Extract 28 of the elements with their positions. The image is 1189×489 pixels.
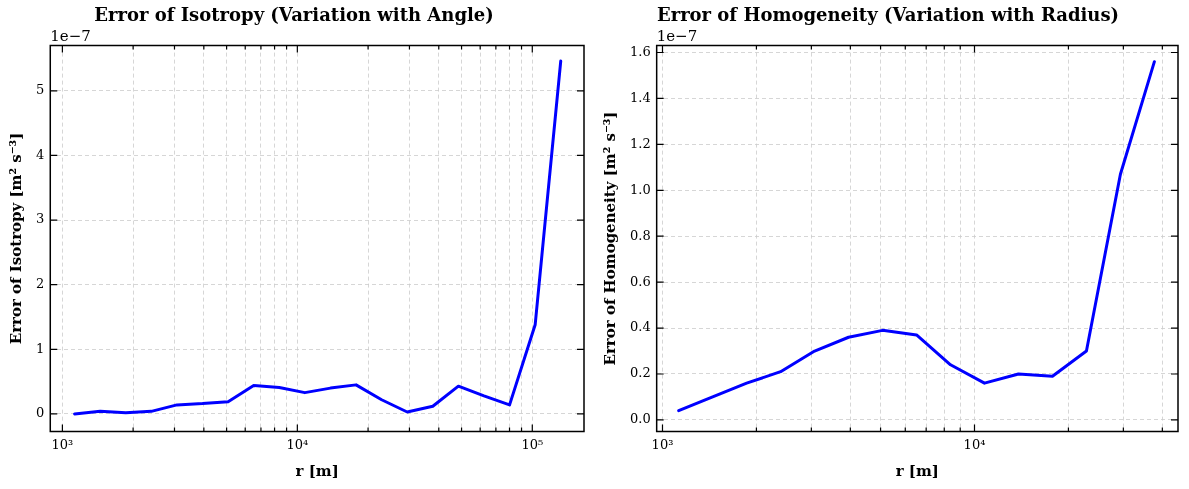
y-tick-label: 0.2	[629, 365, 651, 381]
y-tick-label: 0.6	[629, 273, 651, 289]
chart-title: Error of Isotropy (Variation with Angle)	[94, 4, 494, 26]
y-tick-label: 4	[35, 146, 45, 162]
y-tick-label: 1	[35, 340, 45, 356]
y-tick-label: 2	[35, 276, 45, 292]
y-tick-label: 0	[35, 405, 45, 421]
x-tick-label: 10³	[651, 436, 674, 452]
y-axis-title: Error of Isotropy [m² s⁻³]	[6, 132, 25, 345]
x-axis-title: r [m]	[895, 461, 939, 480]
y-tick-label: 1.6	[629, 43, 651, 59]
y-tick-label: 0.8	[629, 227, 651, 243]
y-axis-title: Error of Homogeneity [m² s⁻³]	[600, 111, 619, 366]
y-tick-label: 1.2	[629, 135, 651, 151]
chart-title: Error of Homogeneity (Variation with Radius)	[656, 4, 1120, 26]
y-tick-label: 1.0	[629, 181, 651, 197]
y-tick-label: 0.4	[629, 319, 651, 335]
text: 1e−7	[50, 26, 91, 45]
x-tick-label: 10⁴	[286, 436, 309, 452]
y-tick-label: 0.0	[629, 411, 651, 427]
x-tick-label: 10⁴	[963, 436, 986, 452]
y-tick-label: 3	[35, 211, 45, 227]
x-axis-title: r [m]	[295, 461, 339, 480]
text: 1e−7	[656, 26, 698, 45]
x-tick-label: 10³	[51, 436, 74, 452]
x-tick-label: 10⁵	[521, 436, 544, 452]
y-tick-label: 5	[35, 82, 45, 98]
y-tick-label: 1.4	[629, 89, 651, 105]
